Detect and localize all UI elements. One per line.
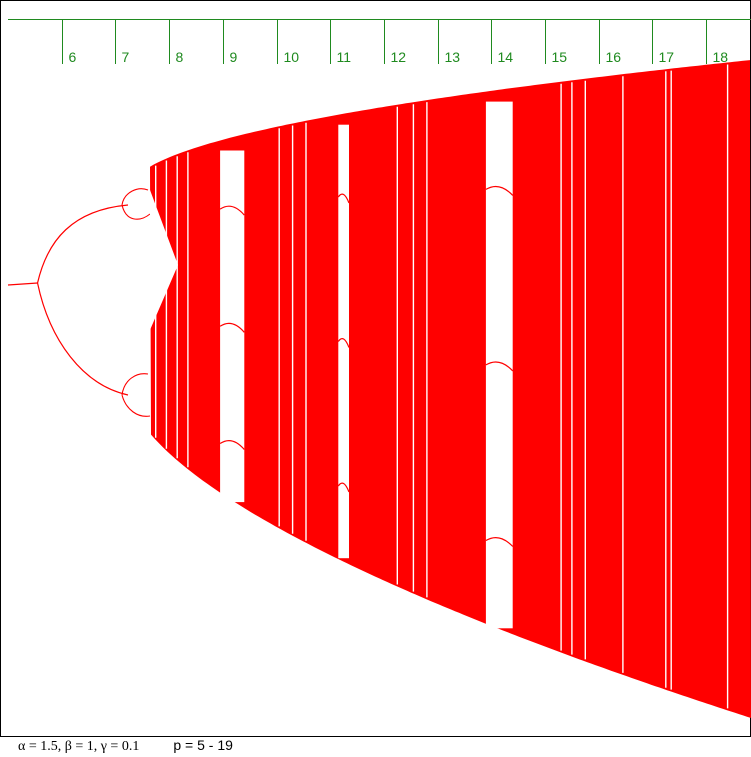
x-tick-label-16: 16	[606, 49, 622, 65]
periodic-window-2-branch-1	[337, 193, 350, 204]
x-tick-label-18: 18	[713, 49, 729, 65]
x-tick-label-14: 14	[498, 49, 514, 65]
x-tick-label-7: 7	[122, 49, 130, 65]
x-tick-label-13: 13	[445, 49, 461, 65]
x-tick-label-15: 15	[552, 49, 568, 65]
periodic-window-1-branch-1	[219, 205, 245, 216]
x-tick-label-10: 10	[284, 49, 300, 65]
x-tick-label-11: 11	[337, 49, 352, 65]
period-4-upper-loop	[121, 188, 151, 220]
periodic-window-1	[220, 150, 245, 503]
parameter-caption: α = 1.5, β = 1, γ = 0.1	[18, 739, 140, 754]
periodic-window-3-branch-3	[485, 536, 514, 547]
period-2-lower-branch	[36, 282, 129, 396]
periodic-window-2-branch-2	[337, 338, 350, 348]
periodic-window-1-branch-2	[219, 322, 245, 333]
periodic-window-1-branch-3	[219, 439, 245, 450]
period-2-upper-branch	[36, 204, 129, 284]
x-tick-label-17: 17	[659, 49, 675, 65]
period-4-lower-loop	[121, 373, 151, 417]
chaos-onset-gap	[140, 190, 178, 330]
periodic-window-3-branch-1	[485, 185, 514, 196]
periodic-window-3	[485, 101, 513, 629]
fixed-point-branch	[7, 282, 38, 286]
x-tick-label-12: 12	[391, 49, 407, 65]
x-tick-label-8: 8	[176, 49, 184, 65]
p-range-caption: p = 5 - 19	[173, 737, 233, 753]
x-tick-label-9: 9	[230, 49, 238, 65]
chaotic-band	[150, 60, 751, 719]
periodic-window-3-branch-2	[485, 361, 514, 372]
bifurcation-plot: 6 7 8 9 10 11 12 13 14 15 16 17 18	[0, 0, 751, 737]
x-tick-label-6: 6	[69, 49, 77, 65]
periodic-window-2	[338, 124, 349, 559]
periodic-window-2-branch-3	[337, 482, 350, 493]
caption: α = 1.5, β = 1, γ = 0.1 p = 5 - 19	[18, 737, 233, 755]
